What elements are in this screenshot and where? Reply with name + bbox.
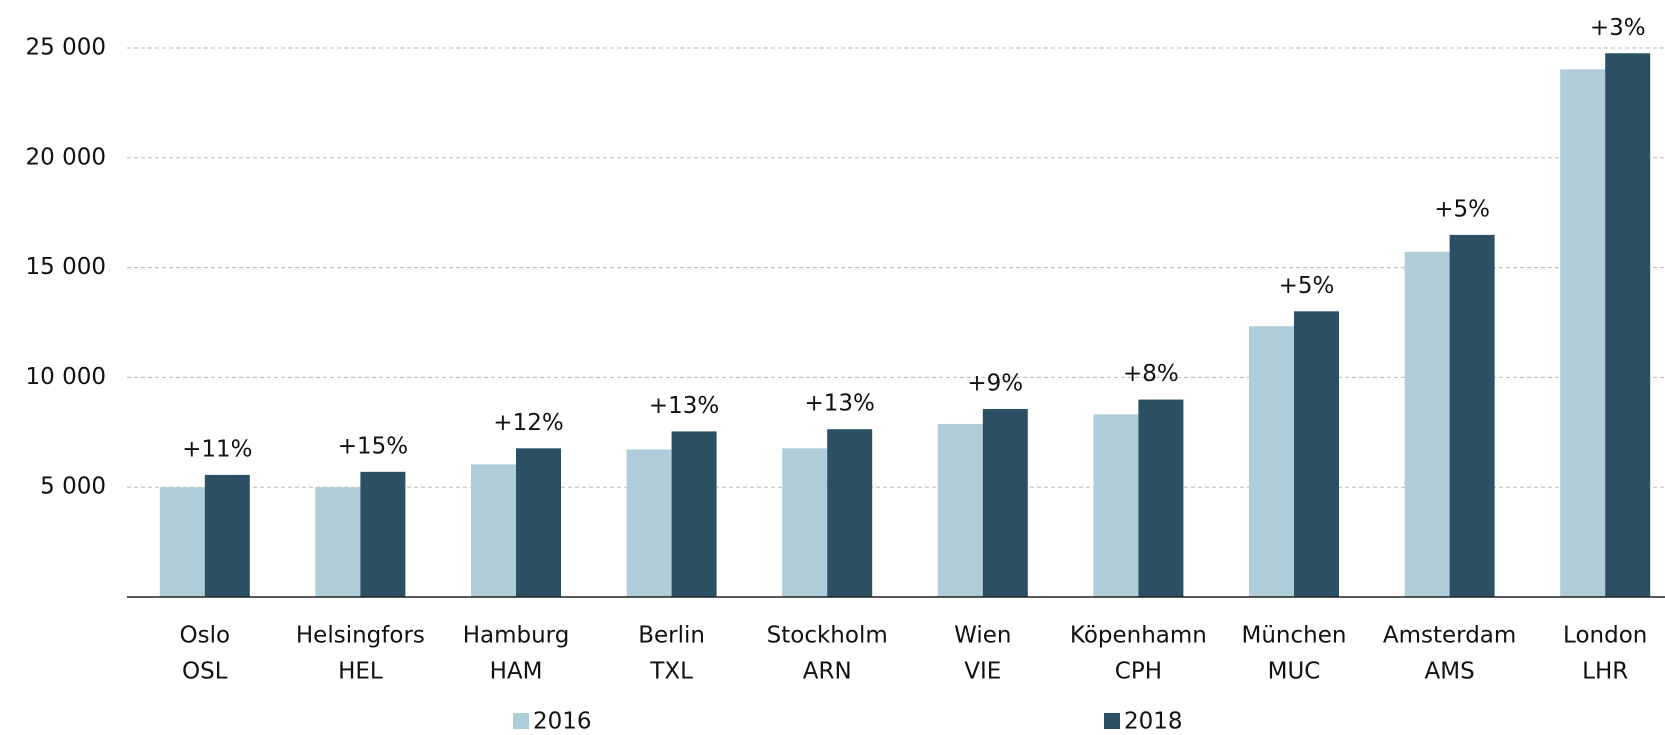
bar-annotation: +9% — [967, 371, 1023, 397]
bar — [516, 448, 561, 597]
x-tick-label: AMS — [1425, 659, 1475, 685]
bar — [937, 423, 983, 597]
bar-annotation: +5% — [1279, 273, 1335, 299]
bar — [360, 471, 406, 597]
bar-annotation: +3% — [1590, 15, 1646, 41]
bar — [1449, 234, 1495, 598]
bar-annotation: +13% — [804, 391, 874, 417]
x-tick-label: MUC — [1268, 659, 1321, 685]
bar — [982, 409, 1028, 597]
bar-annotation: +12% — [493, 410, 563, 436]
bar — [1560, 69, 1606, 597]
x-tick-label: Oslo — [180, 623, 231, 649]
bar — [1093, 414, 1139, 597]
bar — [204, 474, 250, 597]
x-tick-label: CPH — [1115, 659, 1162, 685]
legend-swatch — [1104, 713, 1120, 729]
legend-label: 2018 — [1124, 709, 1183, 735]
bar-annotation: +8% — [1123, 361, 1179, 387]
x-tick-label: TXL — [649, 659, 693, 685]
bar — [1404, 251, 1450, 597]
x-tick-label: ARN — [803, 659, 852, 685]
x-tick-label: München — [1242, 623, 1347, 649]
x-tick-label: Köpenhamn — [1070, 623, 1207, 649]
bar-annotation: +11% — [182, 436, 252, 462]
y-tick-label: 5 000 — [40, 474, 106, 500]
bar — [1138, 399, 1184, 597]
bar — [1249, 326, 1294, 597]
x-tick-label: Berlin — [638, 623, 705, 649]
bar — [471, 464, 516, 597]
x-tick-label: HEL — [338, 659, 383, 685]
bar — [1294, 311, 1339, 597]
y-tick-label: 15 000 — [26, 254, 106, 280]
x-tick-label: Amsterdam — [1383, 623, 1516, 649]
x-tick-label: London — [1563, 623, 1647, 649]
bar — [315, 487, 361, 597]
bar — [782, 448, 828, 597]
bar — [159, 487, 205, 597]
x-tick-label: Hamburg — [463, 623, 570, 649]
bar — [626, 449, 672, 597]
x-tick-label: Stockholm — [767, 623, 888, 649]
bar — [1605, 53, 1651, 598]
x-tick-label: Helsingfors — [296, 623, 425, 649]
x-tick-label: OSL — [182, 659, 228, 685]
legend-label: 2016 — [533, 709, 592, 735]
bar-annotation: +15% — [338, 433, 408, 459]
bar-annotation: +13% — [649, 393, 719, 419]
y-tick-label: 25 000 — [26, 35, 106, 61]
x-tick-label: LHR — [1582, 659, 1628, 685]
y-tick-label: 20 000 — [26, 144, 106, 170]
x-tick-label: VIE — [964, 659, 1001, 685]
y-tick-label: 10 000 — [26, 364, 106, 390]
x-tick-label: HAM — [490, 659, 543, 685]
bar-annotation: +5% — [1434, 196, 1490, 222]
x-tick-label: Wien — [954, 623, 1011, 649]
bar — [827, 429, 873, 597]
bar — [671, 431, 717, 597]
legend-swatch — [513, 713, 529, 729]
